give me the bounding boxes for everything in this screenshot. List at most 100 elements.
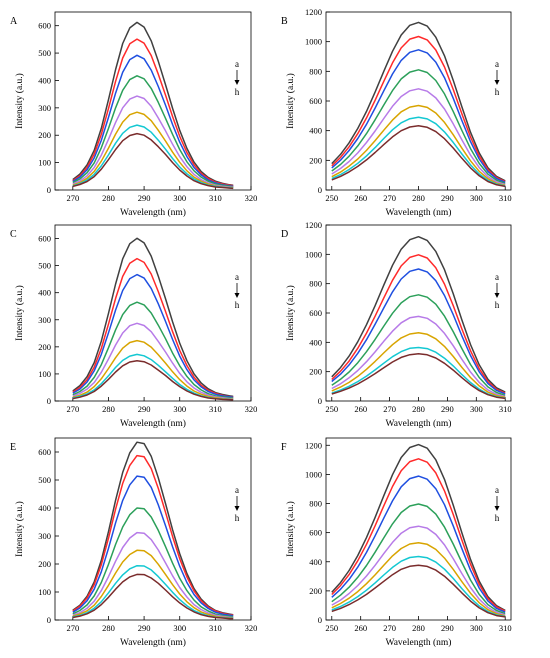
panel-c-ytick-label: 100: [38, 369, 51, 379]
panel-b-ytick-label: 200: [309, 155, 322, 165]
panel-e-plot-frame: [54, 437, 252, 621]
panel-a-y-axis-title: Intensity (a.u.): [14, 73, 25, 129]
panel-b: B 250 260 270 280 290 300 310 0 200 400 600 800 1000 1…: [281, 7, 512, 218]
panel-c-ytick-label: 0: [47, 396, 51, 406]
panel-a-series-c-line: [72, 54, 234, 187]
panel-e: E 270 280 290 300 310 320 0 100 200 300 400 500 600 Wa…: [10, 437, 257, 648]
panel-e-letter: E: [10, 442, 16, 453]
panel-b-xtick-label: 270: [383, 193, 396, 203]
panel-a-series-first-label: a: [235, 59, 239, 69]
panel-f-series-c-line: [331, 475, 506, 613]
panel-c-series-last-label: h: [235, 300, 240, 310]
panel-e-xtick-label: 310: [209, 623, 222, 633]
panel-a-xtick-label: 310: [209, 193, 222, 203]
panel-b-series-e-line: [331, 88, 506, 186]
panel-c-series-f-line: [72, 339, 234, 400]
panel-a-series-d-line: [72, 75, 234, 188]
panel-a-series-b-line: [72, 38, 234, 187]
panel-c-xtick-label: 270: [66, 404, 79, 414]
panel-e-series-h-line: [72, 573, 234, 620]
panel-f-ytick-label: 600: [309, 528, 322, 538]
panel-c-x-axis-title: Wavelength (nm): [120, 418, 186, 429]
panel-f-xtick-label: 280: [412, 623, 425, 633]
panel-c-ytick-label: 500: [38, 261, 51, 271]
panel-d-series-b-line: [331, 254, 506, 394]
panel-f-xtick-label: 290: [441, 623, 454, 633]
panel-e-ytick-label: 600: [38, 447, 51, 457]
panel-b-series-first-label: a: [495, 59, 499, 69]
panel-a-trend-arrow-head: [234, 80, 240, 85]
panel-c-series-a-line: [72, 237, 234, 398]
panel-b-series-d-line: [331, 69, 506, 185]
panel-a-xtick-label: 300: [173, 193, 186, 203]
panel-e-series-f-line: [72, 549, 234, 619]
panel-a-ytick-label: 500: [38, 48, 51, 58]
panel-b-ytick-label: 1200: [305, 7, 322, 17]
panel-f: F 250 260 270 280 290 300 310 0 200 400 600 800 1000 1…: [281, 437, 512, 648]
panel-e-ytick-label: 100: [38, 587, 51, 597]
panel-b-xtick-label: 300: [470, 193, 483, 203]
panel-a-ytick-label: 100: [38, 158, 51, 168]
panel-f-ytick-label: 1000: [305, 469, 322, 479]
panel-e-series-first-label: a: [235, 485, 239, 495]
panel-b-letter: B: [281, 16, 288, 27]
panel-f-series-last-label: h: [495, 513, 500, 523]
panel-f-ytick-label: 400: [309, 557, 322, 567]
panel-c-ytick-label: 400: [38, 288, 51, 298]
panel-b-series-c-line: [331, 49, 506, 183]
panel-e-series-d-line: [72, 507, 234, 618]
panel-a-x-axis-title: Wavelength (nm): [120, 207, 186, 218]
panel-f-xtick-label: 300: [470, 623, 483, 633]
panel-a-series-h-line: [72, 132, 234, 190]
panel-f-letter: F: [281, 442, 287, 453]
panel-b-trend-arrow-head: [494, 80, 500, 85]
panel-b-xtick-label: 290: [441, 193, 454, 203]
panel-f-trend-arrow-head: [494, 506, 500, 511]
panel-d-ytick-label: 0: [318, 396, 322, 406]
panel-f-ytick-label: 0: [318, 615, 322, 625]
panel-f-ytick-label: 800: [309, 499, 322, 509]
panel-f-series-h-line: [331, 564, 506, 618]
panel-a-series-last-label: h: [235, 87, 240, 97]
panel-f-series-b-line: [331, 458, 506, 612]
panel-c-series-e-line: [72, 322, 234, 400]
panel-f-xtick-label: 270: [383, 623, 396, 633]
panel-b-series-a-line: [331, 21, 506, 182]
panel-e-y-axis-title: Intensity (a.u.): [14, 501, 25, 557]
panel-c-xtick-label: 320: [245, 404, 258, 414]
panel-c-xtick-label: 300: [173, 404, 186, 414]
panel-c-xtick-label: 290: [138, 404, 151, 414]
panel-d-series-g-line: [331, 346, 506, 399]
panel-d-xtick-label: 260: [354, 404, 367, 414]
panel-e-ytick-label: 500: [38, 475, 51, 485]
panel-b-ytick-label: 0: [318, 185, 322, 195]
panel-e-ytick-label: 400: [38, 503, 51, 513]
panel-d-ytick-label: 400: [309, 337, 322, 347]
panel-f-ytick-label: 1200: [305, 440, 322, 450]
panel-d-ytick-label: 1000: [305, 249, 322, 259]
panel-f-series-e-line: [331, 525, 506, 616]
panel-a-ytick-label: 0: [47, 185, 51, 195]
panel-f-xtick-label: 250: [325, 623, 338, 633]
panel-a-xtick-label: 280: [102, 193, 115, 203]
panel-e-ytick-label: 0: [47, 615, 51, 625]
panel-a-series-f-line: [72, 111, 234, 189]
panel-c-series-first-label: a: [235, 272, 239, 282]
panel-e-ytick-label: 200: [38, 559, 51, 569]
panel-d-ytick-label: 600: [309, 308, 322, 318]
panel-c-xtick-label: 280: [102, 404, 115, 414]
panel-b-x-axis-title: Wavelength (nm): [386, 207, 452, 218]
panel-b-ytick-label: 400: [309, 126, 322, 136]
panel-f-series-a-line: [331, 443, 506, 612]
panel-c-ytick-label: 300: [38, 315, 51, 325]
panel-c-plot-frame: [54, 224, 252, 402]
panel-e-series-e-line: [72, 531, 234, 619]
panel-e-series-a-line: [72, 441, 234, 616]
panel-b-series-last-label: h: [495, 87, 500, 97]
panel-d-series-last-label: h: [495, 300, 500, 310]
panel-a-ytick-label: 300: [38, 103, 51, 113]
panel-e-xtick-label: 300: [173, 623, 186, 633]
panel-e-trend-arrow-head: [234, 506, 240, 511]
panel-d-series-c-line: [331, 268, 506, 395]
panel-f-series-f-line: [331, 541, 506, 617]
